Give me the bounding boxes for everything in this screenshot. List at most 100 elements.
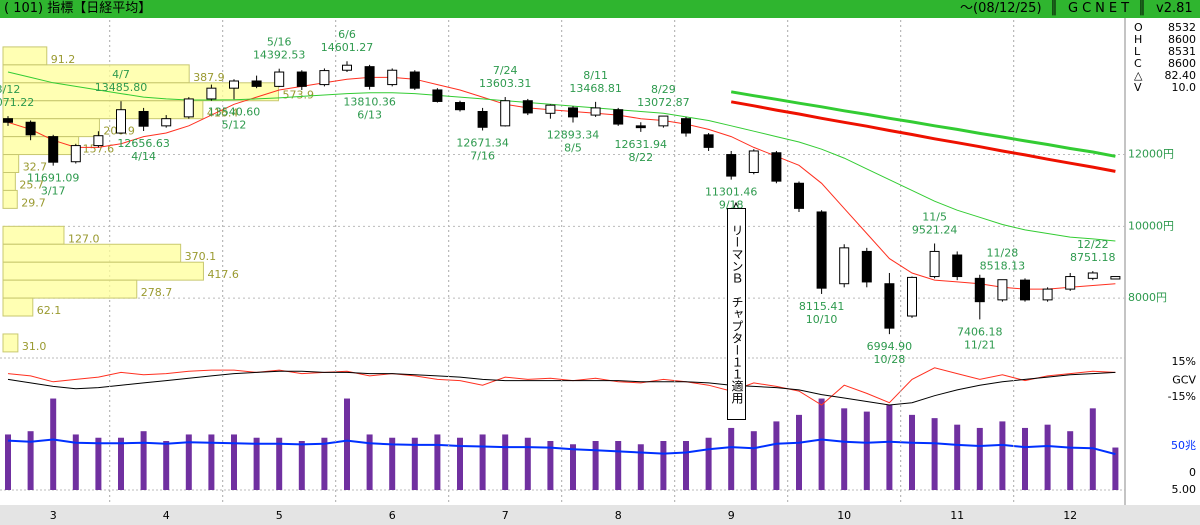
- volume-bar: [5, 434, 11, 490]
- ma-line: [7, 438, 1116, 456]
- info-value: 8532: [1168, 21, 1196, 34]
- candle-body: [1110, 276, 1121, 280]
- info-key: O: [1134, 21, 1143, 34]
- x-axis-strip: [0, 505, 1200, 525]
- ma-line: [730, 90, 1116, 158]
- candle-body: [477, 110, 488, 128]
- annotation-date: 11/28: [987, 246, 1019, 259]
- volume-bar: [366, 434, 373, 490]
- info-value: 8600: [1168, 33, 1196, 46]
- annotation-date: 12/22: [1077, 238, 1109, 251]
- volume-bar: [95, 437, 102, 490]
- x-tick-label: 11: [950, 509, 964, 522]
- header-brand: GCNET: [1068, 1, 1134, 16]
- candle-body: [839, 247, 850, 285]
- candle-body: [364, 66, 375, 87]
- volume-bar: [208, 434, 215, 490]
- annotation-date: 8/11: [583, 69, 608, 82]
- volume-bar: [683, 441, 689, 490]
- annotation-price: 6994.90: [867, 340, 913, 353]
- candle-body: [251, 80, 262, 87]
- candle-body: [613, 109, 624, 125]
- info-value: 10.0: [1172, 81, 1197, 94]
- y-tick-label: 10000円: [1128, 219, 1174, 232]
- annotation-price: 11301.46: [705, 186, 758, 199]
- candle-body: [1042, 288, 1053, 301]
- volume-bar: [1112, 447, 1119, 490]
- header-date: ～(08/12/25): [960, 1, 1042, 16]
- annotation-price: 12893.34: [547, 129, 600, 142]
- annotation-price: 12656.63: [117, 137, 170, 150]
- volume-bar: [118, 437, 124, 490]
- candle-body: [25, 121, 36, 136]
- annotation-date: 11/21: [964, 338, 996, 351]
- annotation-date: 7/16: [470, 149, 495, 162]
- candle-body: [206, 87, 217, 100]
- volume-bar: [344, 398, 350, 490]
- candle-body: [161, 118, 172, 127]
- annotation-date: 10/28: [874, 353, 906, 366]
- header-title: ( 101) 指標【日経平均】: [4, 1, 152, 16]
- volume-bar: [841, 408, 848, 490]
- annotation-price: 14601.27: [321, 41, 374, 54]
- volume-profile-bar: [2, 64, 190, 84]
- volume-bar: [253, 437, 260, 490]
- volume-bar: [547, 441, 554, 490]
- volume-profile-bar: [2, 333, 19, 353]
- volume-bar: [592, 441, 599, 490]
- annotation-date: 4/14: [131, 150, 156, 163]
- x-tick-label: 7: [502, 509, 509, 522]
- volume-bar: [231, 434, 237, 490]
- volume-bar: [389, 437, 396, 490]
- volume-bar: [750, 431, 757, 490]
- candle-body: [93, 135, 104, 147]
- info-value: 82.40: [1165, 69, 1197, 82]
- volume-bar: [1022, 427, 1028, 490]
- y2-tick-label: 0: [1189, 466, 1196, 479]
- volume-profile-bar: [2, 136, 80, 156]
- volume-bar: [863, 411, 870, 490]
- candle-body: [229, 80, 239, 89]
- candle-body: [342, 64, 352, 71]
- volume-profile-label: 387.9: [193, 71, 225, 84]
- volume-bar: [705, 437, 712, 490]
- volume-profile-bar: [2, 154, 20, 173]
- candle-body: [319, 70, 330, 86]
- candle-body: [274, 71, 285, 87]
- event-label: リーマンＢ チャプター１１適用: [727, 208, 746, 420]
- x-tick-label: 5: [276, 509, 283, 522]
- candle-body: [500, 100, 511, 127]
- volume-profile-label: 91.2: [51, 53, 76, 66]
- annotation-date: 11/5: [922, 210, 947, 223]
- annotation-date: 4/7: [112, 68, 130, 81]
- candle-body: [183, 98, 194, 118]
- annotation-date: 3/17: [41, 185, 66, 198]
- candle-body: [794, 182, 804, 209]
- volume-bar: [298, 441, 305, 490]
- candle-body: [138, 110, 149, 127]
- info-value: 8531: [1168, 45, 1196, 58]
- candle-body: [432, 89, 443, 102]
- candle-body: [387, 69, 398, 86]
- volume-profile-bar: [2, 225, 65, 245]
- annotation-date: 5/16: [267, 36, 292, 49]
- candle-body: [1087, 272, 1098, 279]
- volume-profile-bar: [2, 243, 182, 263]
- annotation-price: 8115.41: [799, 300, 845, 313]
- candle-body: [658, 115, 669, 127]
- volume-profile-bar: [2, 118, 100, 138]
- y-tick-label: 8000円: [1128, 291, 1167, 304]
- volume-profile-bar: [2, 297, 34, 317]
- volume-bar: [72, 434, 79, 490]
- annotation-price: 12631.94: [615, 138, 668, 151]
- annotation-price: 9521.24: [912, 223, 958, 236]
- x-tick-label: 9: [728, 509, 735, 522]
- candle-body: [703, 134, 714, 148]
- x-tick-label: 8: [615, 509, 622, 522]
- volume-bar: [796, 414, 802, 490]
- x-tick-label: 3: [50, 509, 57, 522]
- annotation-price: 7406.18: [957, 325, 1003, 338]
- ma-line: [7, 76, 1116, 290]
- volume-profile-label: 417.6: [207, 268, 239, 281]
